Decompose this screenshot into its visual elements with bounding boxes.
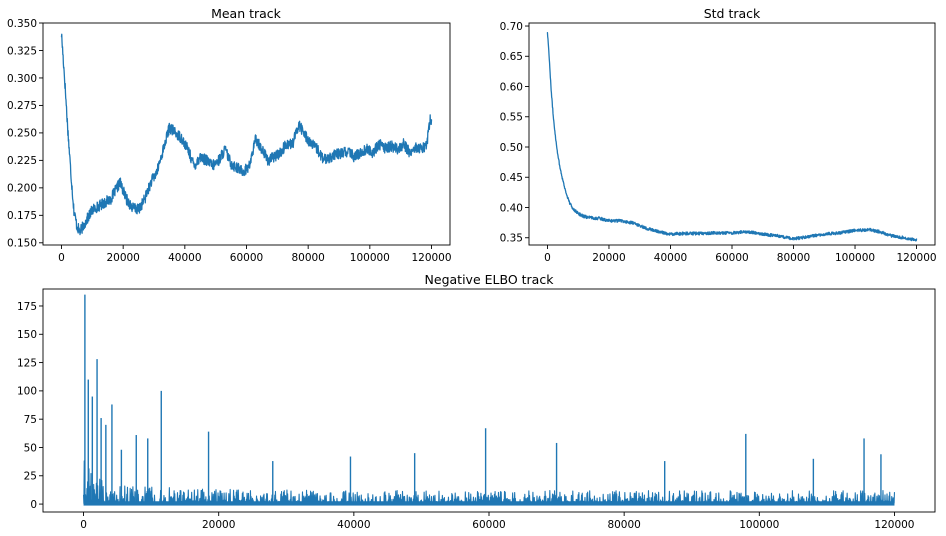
chart-title: Std track (704, 6, 761, 21)
x-tick-label: 120000 (896, 252, 936, 264)
y-tick-label: 0.200 (7, 183, 37, 195)
y-tick-label: 0.175 (7, 210, 37, 222)
x-tick-label: 120000 (874, 519, 914, 531)
y-tick-label: 0.275 (7, 100, 37, 112)
y-tick-label: 0.350 (7, 18, 37, 30)
y-tick-label: 0.150 (7, 238, 37, 250)
x-tick-label: 20000 (106, 252, 139, 264)
x-axis: 0 20000 40000 60000 80000 100000 120000 (58, 245, 452, 264)
y-tick-label: 175 (17, 301, 37, 313)
y-tick-label: 0.50 (500, 142, 523, 154)
y-tick-label: 0.65 (500, 51, 523, 63)
x-axis: 0 20000 40000 60000 80000 100000 120000 (544, 245, 937, 264)
x-tick-label: 40000 (168, 252, 201, 264)
x-tick-label: 0 (58, 252, 65, 264)
mean-track-panel: Mean track 0 20000 40000 60000 80000 100000 12… (7, 6, 452, 264)
x-tick-label: 0 (544, 252, 551, 264)
x-tick-label: 40000 (654, 252, 687, 264)
series-line (83, 460, 895, 505)
y-axis: 0.35 0.40 0.45 0.50 0.55 0.60 0.65 0.70 (500, 21, 529, 245)
y-tick-label: 50 (24, 442, 37, 454)
y-tick-label: 0.250 (7, 128, 37, 140)
y-tick-label: 0.300 (7, 73, 37, 85)
series-line (546, 31, 918, 242)
axis-frame (42, 22, 451, 246)
axis-frame (528, 22, 936, 246)
floor-band (83, 501, 895, 506)
x-tick-label: 20000 (202, 519, 235, 531)
std-track-panel: Std track 0 20000 40000 60000 80000 100000 120… (500, 6, 937, 264)
y-axis: 0 25 50 75 100 125 150 175 (17, 301, 43, 511)
y-tick-label: 0.70 (500, 21, 523, 33)
y-tick-label: 0.60 (500, 81, 523, 93)
x-tick-label: 120000 (411, 252, 451, 264)
y-tick-label: 0.45 (500, 172, 523, 184)
y-axis: 0.150 0.175 0.200 0.225 0.250 0.275 0.300 0.325… (7, 18, 43, 250)
y-tick-label: 25 (24, 471, 37, 483)
axis-frame (42, 288, 936, 513)
y-tick-label: 0.325 (7, 45, 37, 57)
x-axis: 0 20000 40000 60000 80000 100000 120000 (80, 512, 915, 531)
y-tick-label: 125 (17, 357, 37, 369)
x-tick-label: 80000 (291, 252, 324, 264)
plot-area (546, 31, 918, 242)
x-tick-label: 100000 (835, 252, 875, 264)
chart-title: Mean track (211, 6, 282, 21)
x-tick-label: 60000 (230, 252, 263, 264)
y-tick-label: 0.225 (7, 155, 37, 167)
y-tick-label: 0 (30, 499, 37, 511)
elbo-track-panel: Negative ELBO track 0 20000 40000 60000 8000… (17, 272, 936, 531)
x-tick-label: 100000 (739, 519, 779, 531)
y-tick-label: 0.35 (500, 233, 523, 245)
y-tick-label: 100 (17, 386, 37, 398)
x-tick-label: 80000 (777, 252, 810, 264)
y-tick-label: 0.40 (500, 202, 523, 214)
plot-area (60, 33, 433, 236)
series-line (60, 33, 433, 236)
x-tick-label: 60000 (472, 519, 505, 531)
x-tick-label: 100000 (350, 252, 390, 264)
x-tick-label: 20000 (592, 252, 625, 264)
x-tick-label: 60000 (715, 252, 748, 264)
x-tick-label: 40000 (337, 519, 370, 531)
plot-area (83, 294, 895, 506)
y-tick-label: 150 (17, 329, 37, 341)
y-tick-label: 0.55 (500, 112, 523, 124)
x-tick-label: 0 (80, 519, 87, 531)
y-tick-label: 75 (24, 414, 37, 426)
chart-title: Negative ELBO track (425, 272, 555, 287)
x-tick-label: 80000 (607, 519, 640, 531)
